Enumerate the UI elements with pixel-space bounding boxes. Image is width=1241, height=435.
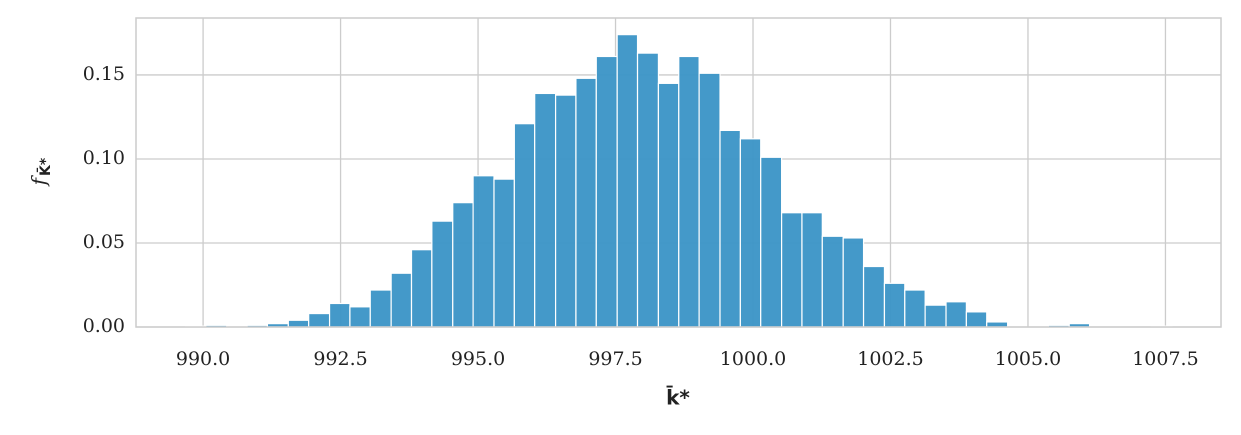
y-axis-label-subscript: K̄* bbox=[35, 157, 54, 176]
bar bbox=[493, 178, 515, 328]
bar bbox=[801, 212, 823, 328]
bar bbox=[534, 92, 557, 328]
bar bbox=[349, 306, 371, 328]
bar bbox=[945, 301, 967, 328]
bar bbox=[965, 311, 988, 328]
bar bbox=[328, 302, 351, 328]
bar bbox=[719, 129, 741, 328]
bar bbox=[657, 82, 680, 328]
y-tick-label: 0.00 bbox=[83, 315, 125, 337]
x-tick-label: 1007.5 bbox=[1132, 348, 1198, 370]
x-tick-label: 990.0 bbox=[176, 348, 230, 370]
bar bbox=[883, 282, 906, 328]
bar bbox=[781, 212, 803, 328]
bar bbox=[842, 237, 865, 328]
bar bbox=[986, 321, 1009, 328]
bar bbox=[554, 94, 577, 328]
bar bbox=[862, 265, 886, 328]
x-tick-label: 995.0 bbox=[451, 348, 505, 370]
plot-frame bbox=[135, 17, 1222, 328]
bar bbox=[308, 312, 331, 328]
bar bbox=[924, 304, 947, 328]
x-tick-label: 1005.0 bbox=[995, 348, 1061, 370]
y-tick-label: 0.10 bbox=[83, 147, 125, 169]
bar bbox=[904, 289, 926, 328]
bar bbox=[287, 319, 310, 328]
bars bbox=[184, 34, 1173, 328]
bar bbox=[369, 289, 392, 328]
bar bbox=[678, 55, 700, 328]
bar bbox=[698, 72, 721, 328]
bar bbox=[410, 249, 433, 328]
x-tick-label: 1000.0 bbox=[720, 348, 786, 370]
y-tick-label: 0.05 bbox=[83, 231, 125, 253]
bar bbox=[452, 202, 474, 328]
y-axis-label: f K̄* bbox=[27, 157, 55, 187]
bar bbox=[616, 34, 639, 328]
bar bbox=[821, 235, 844, 328]
x-axis-label: k̄* bbox=[666, 386, 691, 410]
bar bbox=[513, 123, 536, 328]
y-tick-label: 0.15 bbox=[83, 63, 125, 85]
x-tick-label: 992.5 bbox=[313, 348, 367, 370]
x-tick-label: 1002.5 bbox=[857, 348, 923, 370]
bar bbox=[472, 175, 495, 328]
bar bbox=[431, 220, 454, 328]
bar bbox=[739, 138, 762, 328]
x-tick-label: 997.5 bbox=[588, 348, 642, 370]
bar bbox=[595, 55, 618, 328]
bar bbox=[575, 77, 597, 328]
bar bbox=[760, 156, 783, 328]
bar bbox=[636, 52, 660, 328]
bar bbox=[390, 272, 413, 328]
